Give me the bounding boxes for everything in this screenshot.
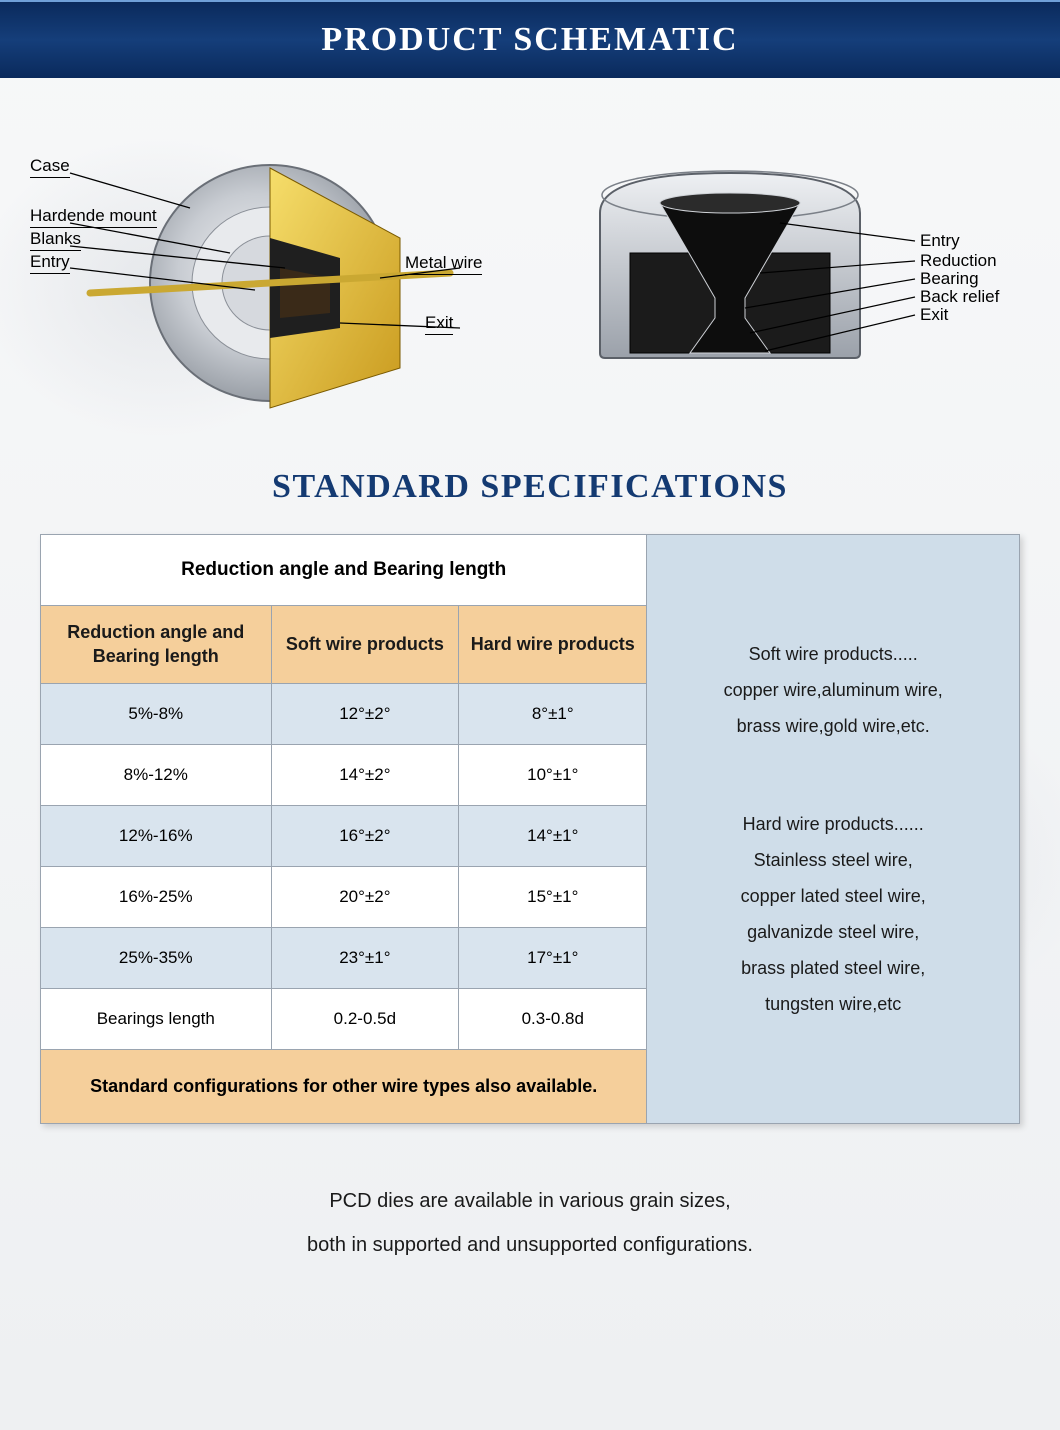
label-case: Case <box>30 156 70 178</box>
table-cell: 23°±1° <box>271 927 459 988</box>
table-cell: 12%-16% <box>41 805 271 866</box>
table-footer-row: Standard configurations for other wire t… <box>41 1049 646 1123</box>
col-2-label: Hard wire products <box>471 634 635 654</box>
spec-table: Reduction angle and Bearing length Soft … <box>41 606 646 1123</box>
table-cell: 20°±2° <box>271 866 459 927</box>
desc-hard-line: galvanizde steel wire, <box>667 914 999 950</box>
col-2: Hard wire products <box>459 606 647 683</box>
table-caption: Reduction angle and Bearing length <box>41 535 646 606</box>
table-cell: 8°±1° <box>459 683 647 744</box>
table-header-row: Reduction angle and Bearing length Soft … <box>41 606 646 683</box>
desc-soft-heading: Soft wire products..... <box>667 636 999 672</box>
banner: PRODUCT SCHEMATIC <box>0 0 1060 78</box>
table-body: 5%-8%12°±2°8°±1°8%-12%14°±2°10°±1°12%-16… <box>41 683 646 1049</box>
col-0: Reduction angle and Bearing length <box>41 606 271 683</box>
desc-hard-heading: Hard wire products...... <box>667 806 999 842</box>
table-cell: 15°±1° <box>459 866 647 927</box>
desc-hard-line: brass plated steel wire, <box>667 950 999 986</box>
col-0-label: Reduction angle and Bearing length <box>67 622 244 666</box>
label-entry-l: Entry <box>30 252 70 274</box>
table-cell: 16°±2° <box>271 805 459 866</box>
bottom-note-line: both in supported and unsupported config… <box>0 1223 1060 1267</box>
table-cell: 5%-8% <box>41 683 271 744</box>
table-row: Bearings length0.2-0.5d0.3-0.8d <box>41 988 646 1049</box>
desc-soft-line: copper wire,aluminum wire, <box>667 672 999 708</box>
table-cell: 8%-12% <box>41 744 271 805</box>
table-cell: 14°±2° <box>271 744 459 805</box>
table-cell: 14°±1° <box>459 805 647 866</box>
table-row: 8%-12%14°±2°10°±1° <box>41 744 646 805</box>
schematic-area: Case Hardende mount Blanks Entry Metal w… <box>0 78 1060 458</box>
diagram-die-cutaway: Case Hardende mount Blanks Entry Metal w… <box>30 118 510 428</box>
table-footer: Standard configurations for other wire t… <box>41 1049 646 1123</box>
desc-hard-line: copper lated steel wire, <box>667 878 999 914</box>
label-bearing: Bearing <box>920 269 979 289</box>
label-exit-r: Exit <box>920 305 948 325</box>
table-cell: 25%-35% <box>41 927 271 988</box>
table-cell: 17°±1° <box>459 927 647 988</box>
table-cell: 10°±1° <box>459 744 647 805</box>
table-row: 5%-8%12°±2°8°±1° <box>41 683 646 744</box>
table-row: 16%-25%20°±2°15°±1° <box>41 866 646 927</box>
col-1: Soft wire products <box>271 606 459 683</box>
desc-hard: Hard wire products...... Stainless steel… <box>667 806 999 1022</box>
bottom-note-line: PCD dies are available in various grain … <box>0 1179 1060 1223</box>
table-row: 12%-16%16°±2°14°±1° <box>41 805 646 866</box>
label-blanks: Blanks <box>30 229 81 251</box>
table-cell: 12°±2° <box>271 683 459 744</box>
table-cell: 16%-25% <box>41 866 271 927</box>
bottom-note: PCD dies are available in various grain … <box>0 1179 1060 1267</box>
desc-soft-line: brass wire,gold wire,etc. <box>667 708 999 744</box>
diagram-cross-section: Entry Reduction Bearing Back relief Exit <box>570 143 1030 403</box>
description-side: Soft wire products..... copper wire,alum… <box>647 535 1019 1123</box>
label-entry-r: Entry <box>920 231 960 251</box>
label-metal-wire: Metal wire <box>405 253 482 275</box>
desc-hard-line: tungsten wire,etc <box>667 986 999 1022</box>
desc-soft: Soft wire products..... copper wire,alum… <box>667 636 999 744</box>
label-back-relief: Back relief <box>920 287 999 307</box>
banner-title: PRODUCT SCHEMATIC <box>321 21 738 59</box>
label-reduction: Reduction <box>920 251 997 271</box>
table-side: Reduction angle and Bearing length Reduc… <box>41 535 647 1123</box>
table-cell: 0.3-0.8d <box>459 988 647 1049</box>
table-cell: Bearings length <box>41 988 271 1049</box>
label-mount: Hardende mount <box>30 206 157 228</box>
label-exit-l: Exit <box>425 313 453 335</box>
table-row: 25%-35%23°±1°17°±1° <box>41 927 646 988</box>
spec-block: Reduction angle and Bearing length Reduc… <box>40 534 1020 1124</box>
table-cell: 0.2-0.5d <box>271 988 459 1049</box>
col-1-label: Soft wire products <box>286 634 444 654</box>
desc-hard-line: Stainless steel wire, <box>667 842 999 878</box>
spec-title: STANDARD SPECIFICATIONS <box>0 468 1060 506</box>
